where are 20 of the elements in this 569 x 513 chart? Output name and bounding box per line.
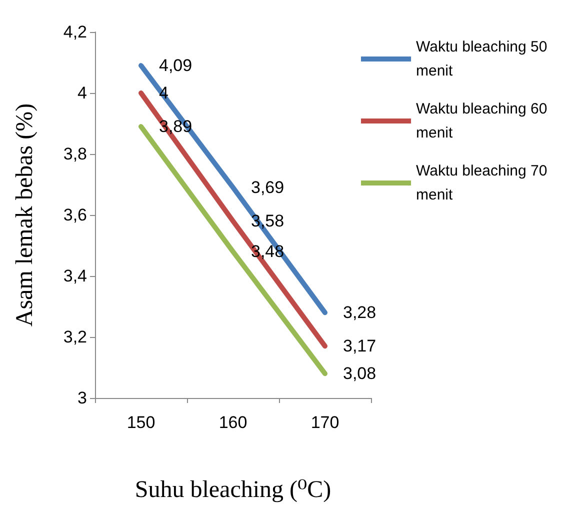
y-tick-label: 3,2	[63, 328, 87, 346]
legend-label: Waktu bleaching 70 menit	[416, 162, 552, 204]
y-tick-label: 3,4	[63, 266, 87, 286]
x-tick-label: 150	[126, 413, 156, 432]
x-axis-title: Suhu bleaching (⁰C)	[134, 477, 332, 503]
y-tick-label: 3,6	[63, 206, 87, 224]
y-tick-label: 3,8	[63, 144, 87, 164]
data-label: 3,08	[343, 364, 376, 384]
x-tick-label: 170	[310, 413, 340, 432]
y-axis-title: Asam lemak bebas (%)	[12, 103, 38, 327]
data-label: 4,09	[159, 56, 192, 76]
y-tick-label: 4	[78, 84, 87, 102]
data-label: 3,17	[343, 336, 376, 356]
x-tick-label: 160	[218, 413, 248, 432]
data-label: 3,28	[343, 303, 376, 322]
legend-label: Waktu bleaching 60 menit	[416, 100, 552, 142]
legend-label: Waktu bleaching 50 menit	[416, 38, 552, 80]
data-label: 3,69	[251, 178, 284, 198]
y-tick-label: 3	[78, 388, 87, 408]
y-tick-label: 4,2	[63, 22, 87, 42]
